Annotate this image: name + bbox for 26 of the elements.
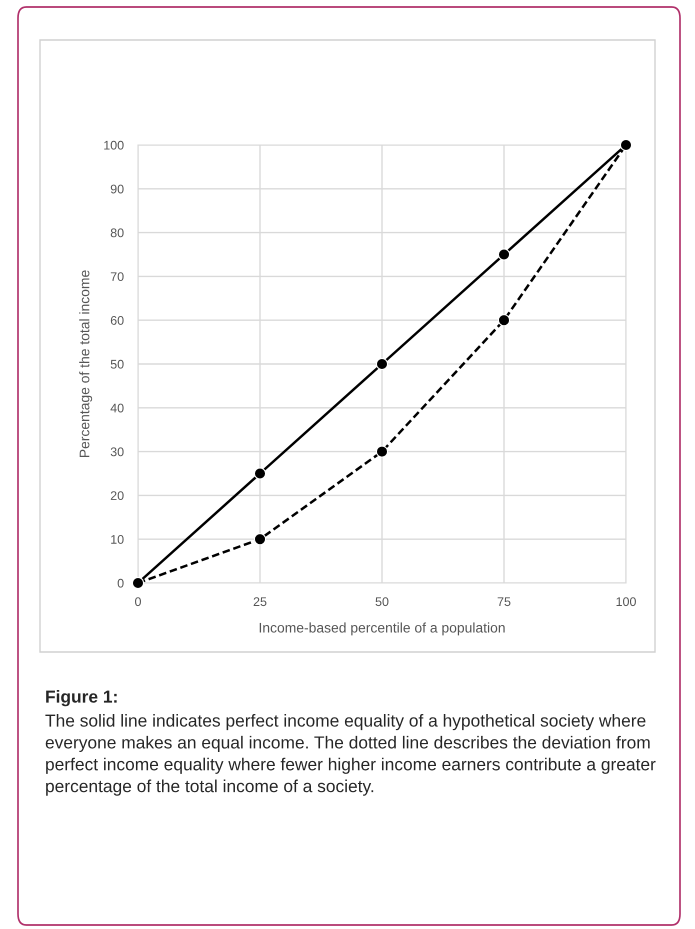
y-tick-label: 0 (118, 578, 124, 588)
x-tick-label: 0 (135, 597, 141, 606)
y-tick-label: 70 (110, 272, 124, 282)
x-tick-label: 100 (616, 597, 636, 606)
y-tick-label: 90 (110, 184, 124, 194)
x-tick-label: 75 (498, 597, 510, 606)
point (254, 533, 266, 546)
x-tick-label: 50 (376, 597, 388, 606)
point (498, 314, 510, 326)
y-tick-label: 40 (110, 404, 124, 412)
x-tick-label: 25 (254, 597, 266, 606)
y-tick-label: 80 (110, 228, 124, 238)
y-tick-label: 100 (104, 140, 124, 150)
y-tick-label: 20 (110, 491, 124, 500)
point (498, 248, 510, 261)
y-tick-label: 50 (110, 360, 124, 369)
caption: Figure 1: (46, 690, 117, 706)
y-axis-title: Percentage of the total income (79, 270, 92, 458)
text: The solid line indicates perfect income equality of a hypothetical society where everyone makes an equal income. The dotted line describes the deviation from perfect income equality where fewer higher income earners contribute a greater percentage of the total income of a society. (45, 714, 656, 796)
y-tick-label: 10 (111, 535, 124, 544)
y-tick-label: 30 (110, 447, 124, 456)
point (254, 467, 266, 480)
point (376, 446, 388, 458)
x-axis-title: Income-based percentile of a population (260, 622, 505, 636)
point (376, 358, 388, 370)
y-tick-label: 60 (110, 316, 124, 325)
